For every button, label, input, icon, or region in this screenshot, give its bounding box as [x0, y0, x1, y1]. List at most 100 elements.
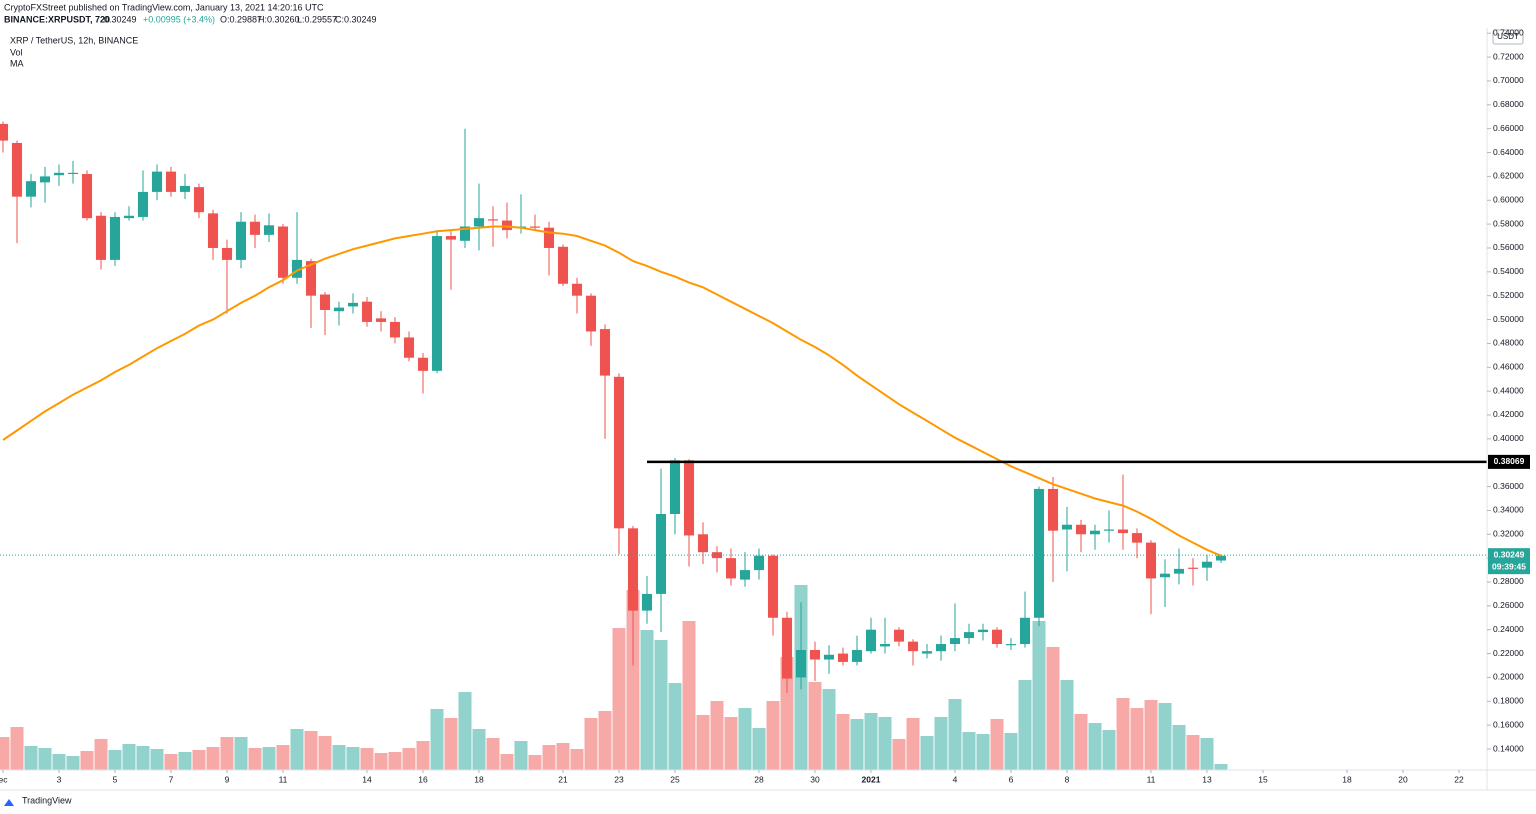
y-tick-label: 0.42000: [1493, 409, 1524, 419]
x-tick-label: 4: [953, 774, 958, 784]
volume-bar: [94, 739, 108, 770]
volume-bar: [584, 718, 598, 770]
candle-body: [53, 172, 65, 176]
volume-bar: [276, 745, 290, 770]
volume-bar: [696, 715, 710, 770]
candle-body: [179, 185, 191, 192]
volume-bar: [878, 717, 892, 770]
candle-body: [487, 219, 499, 221]
change: +0.00995 (+3.4%): [143, 14, 215, 24]
volume-bar: [486, 738, 500, 770]
volume-bar: [430, 709, 444, 770]
y-tick-label: 0.56000: [1493, 242, 1524, 252]
volume-bar: [1144, 700, 1158, 770]
legend-ma: MA: [10, 58, 24, 68]
x-tick-label: 14: [362, 774, 372, 784]
y-tick-label: 0.28000: [1493, 576, 1524, 586]
volume-bar: [290, 729, 304, 770]
plot: [0, 121, 1487, 770]
candle-body: [697, 534, 709, 553]
y-tick-label: 0.48000: [1493, 338, 1524, 348]
candle-body: [1215, 555, 1227, 561]
candle-body: [837, 653, 849, 662]
volume-bar: [458, 692, 472, 770]
unit-label: USDT: [1497, 32, 1519, 41]
candle-body: [1117, 529, 1129, 534]
candle-body: [1159, 573, 1171, 578]
candle-body: [235, 221, 247, 260]
candle-body: [977, 629, 989, 633]
volume-bar: [136, 746, 150, 770]
candle-body: [11, 142, 23, 197]
candle-body: [963, 632, 975, 639]
x-tick-label: 9: [225, 774, 230, 784]
volume-bar: [1172, 725, 1186, 770]
volume-bar: [472, 729, 486, 770]
y-tick-label: 0.68000: [1493, 99, 1524, 109]
volume-bar: [570, 749, 584, 770]
y-tick-label: 0.32000: [1493, 529, 1524, 539]
candle-body: [991, 629, 1003, 645]
x-tick-label: 22: [1454, 774, 1464, 784]
candle-body: [753, 555, 765, 571]
x-tick-label: 30: [810, 774, 820, 784]
tradingview-logo: TradingView: [4, 795, 72, 806]
candle-body: [529, 226, 541, 228]
volume-bar: [626, 590, 640, 770]
y-tick-label: 0.72000: [1493, 51, 1524, 61]
volume-bar: [1018, 680, 1032, 770]
chart-title: XRP / TetherUS, 12h, BINANCE: [10, 35, 138, 45]
volume-bar: [542, 745, 556, 770]
volume-bar: [822, 689, 836, 770]
volume-bar: [262, 747, 276, 770]
candle-body: [375, 318, 387, 322]
x-tick-label: 5: [113, 774, 118, 784]
volume-bar: [332, 745, 346, 770]
resistance-label: 0.38069: [1494, 456, 1525, 466]
volume-bar: [864, 713, 878, 770]
volume-bar: [0, 737, 10, 770]
candle-body: [1005, 644, 1017, 646]
candle-body: [571, 283, 583, 296]
ohlc-low: L:0.29557: [297, 14, 337, 24]
y-tick-label: 0.58000: [1493, 218, 1524, 228]
candle-body: [1131, 533, 1143, 543]
candle-body: [627, 528, 639, 611]
volume-bar: [990, 719, 1004, 770]
volume-bar: [640, 630, 654, 770]
candle-body: [263, 225, 275, 235]
volume-bar: [388, 752, 402, 770]
candle-body: [893, 629, 905, 642]
candle-body: [0, 123, 9, 141]
candle-body: [249, 221, 261, 235]
y-tick-label: 0.40000: [1493, 433, 1524, 443]
volume-bar: [1060, 680, 1074, 770]
candle-body: [403, 337, 415, 358]
x-tick-label: 11: [1147, 774, 1156, 784]
candle-body: [305, 261, 317, 296]
candle-body: [921, 651, 933, 654]
candle-body: [291, 259, 303, 278]
y-tick-label: 0.34000: [1493, 505, 1524, 515]
x-tick-label: 23: [614, 774, 624, 784]
volume-bar: [122, 744, 136, 770]
volume-bar: [500, 754, 514, 770]
y-tick-label: 0.18000: [1493, 696, 1524, 706]
volume-bar: [1102, 730, 1116, 770]
volume-bar: [444, 718, 458, 770]
volume-bar: [1130, 708, 1144, 770]
candle-body: [137, 191, 149, 217]
candle-body: [1033, 488, 1045, 618]
candle-body: [543, 227, 555, 248]
candle-body: [417, 357, 429, 371]
y-tick-label: 0.16000: [1493, 719, 1524, 729]
candle-body: [949, 638, 961, 645]
candle-body: [879, 644, 891, 647]
y-tick-label: 0.66000: [1493, 123, 1524, 133]
volume-bar: [192, 750, 206, 770]
volume-bar: [906, 718, 920, 770]
volume-bar: [1032, 621, 1046, 770]
volume-bar: [724, 717, 738, 770]
volume-bar: [52, 754, 66, 770]
volume-bar: [1214, 764, 1228, 770]
